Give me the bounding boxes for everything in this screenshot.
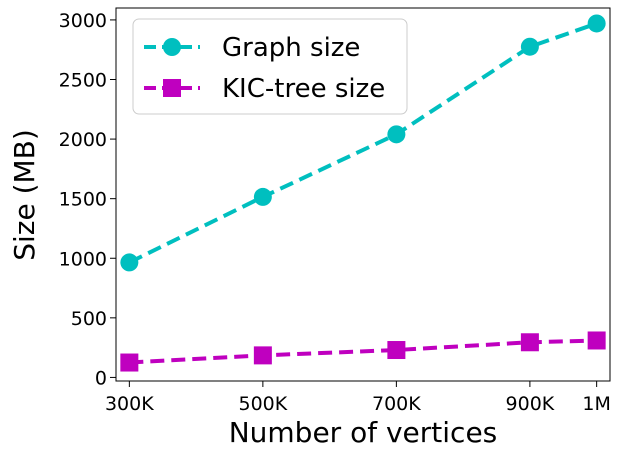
- y-tick-label: 3000: [59, 10, 107, 32]
- x-axis-title: Number of vertices: [229, 416, 498, 449]
- data-point-kic-tree-size: [253, 346, 272, 365]
- data-point-graph-size: [520, 37, 539, 56]
- series-line-kic-tree-size: [129, 338, 597, 365]
- y-tick-label: 2000: [59, 129, 107, 151]
- data-point-graph-size: [587, 14, 606, 33]
- y-axis-title: Size (MB): [8, 129, 41, 261]
- y-tick-label: 1000: [59, 248, 107, 270]
- x-tick-label: 1M: [582, 393, 610, 415]
- legend: Graph size KIC-tree size: [132, 18, 408, 115]
- x-tick-label: 700K: [372, 393, 421, 415]
- legend-label-kic-tree-size: KIC-tree size: [222, 74, 385, 104]
- y-tick-label: 0: [95, 367, 107, 389]
- data-point-graph-size: [253, 187, 272, 206]
- legend-marker-kic-tree-size: [163, 79, 181, 97]
- y-axis: 0 500 1000 1500 2000 2500 3000: [59, 10, 116, 389]
- data-point-graph-size: [120, 253, 139, 272]
- x-tick-label: 900K: [506, 393, 555, 415]
- x-axis: 300K 500K 700K 900K 1M: [105, 381, 611, 415]
- series-layer: [120, 14, 606, 372]
- data-point-kic-tree-size: [120, 353, 139, 372]
- data-point-kic-tree-size: [387, 341, 406, 360]
- data-point-kic-tree-size: [520, 333, 539, 352]
- legend-box: [132, 18, 408, 115]
- y-tick-label: 2500: [59, 70, 107, 92]
- y-tick-label: 500: [71, 308, 107, 330]
- x-tick-label: 500K: [238, 393, 287, 415]
- legend-marker-graph-size: [163, 38, 181, 56]
- legend-label-graph-size: Graph size: [222, 33, 360, 63]
- data-point-kic-tree-size: [587, 331, 606, 350]
- plot-frame: [115, 7, 611, 382]
- data-point-graph-size: [387, 125, 406, 144]
- y-tick-label: 1500: [59, 189, 107, 211]
- x-tick-label: 300K: [105, 393, 154, 415]
